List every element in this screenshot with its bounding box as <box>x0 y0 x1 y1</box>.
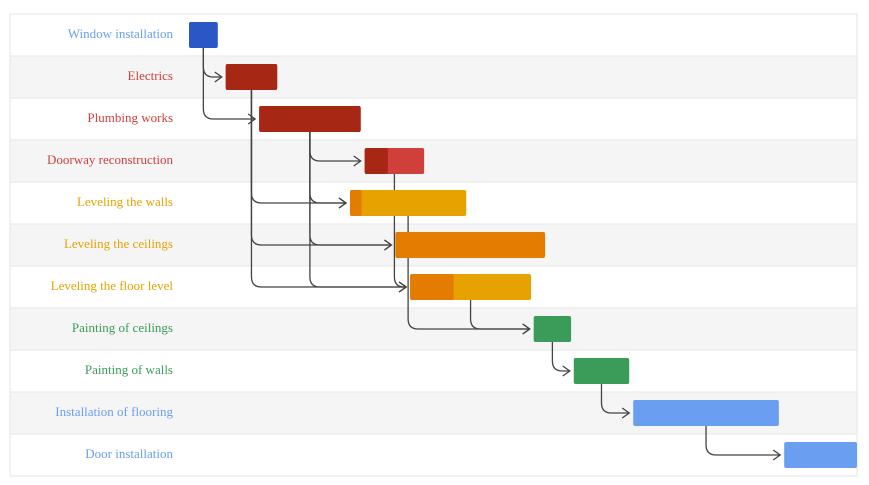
row-background <box>9 139 858 183</box>
arrow-head <box>772 449 782 461</box>
task-label: Leveling the walls <box>77 194 173 209</box>
task-label: Doorway reconstruction <box>47 152 173 167</box>
dependency-arrow <box>393 174 407 288</box>
task-label: Installation of flooring <box>55 404 173 419</box>
progress-bar <box>410 274 454 300</box>
arrow-head <box>562 365 571 377</box>
progress-bar <box>189 22 218 48</box>
dependency-arrow <box>309 132 407 288</box>
arrow-head <box>214 71 223 83</box>
task-bar <box>533 316 572 342</box>
row-background <box>9 97 858 141</box>
dependency-arrow <box>407 216 530 330</box>
task-bar <box>633 400 779 426</box>
task-bar <box>784 442 857 468</box>
arrow-head <box>384 239 393 251</box>
row-background <box>9 13 858 57</box>
task-label: Electrics <box>128 68 173 83</box>
arrow-head <box>353 155 362 167</box>
task-label: Plumbing works <box>87 110 173 125</box>
task-label: Leveling the ceilings <box>64 236 173 251</box>
progress-bar <box>349 190 362 216</box>
task-bar <box>349 190 467 216</box>
arrow-head <box>522 323 531 335</box>
row-background <box>9 307 858 351</box>
progress-bar <box>364 148 388 174</box>
progress-bar <box>225 64 278 90</box>
dependency-arrow <box>705 426 781 456</box>
dependency-arrow <box>551 342 570 372</box>
task-bar <box>573 358 630 384</box>
task-label: Painting of walls <box>85 362 173 377</box>
dependency-arrow <box>469 300 530 330</box>
arrow-head <box>338 197 348 209</box>
dependency-arrow <box>250 90 407 288</box>
arrow-head <box>398 281 408 293</box>
arrow-head <box>621 407 631 419</box>
dependency-arrow <box>600 384 630 414</box>
row-background <box>9 55 858 99</box>
arrow-head <box>247 113 257 125</box>
dependency-arrow <box>202 48 256 120</box>
task-label: Painting of ceilings <box>72 320 173 335</box>
task-label: Window installation <box>68 26 174 41</box>
progress-bar <box>395 232 546 258</box>
task-label: Door installation <box>85 446 173 461</box>
task-label: Leveling the floor level <box>51 278 174 293</box>
progress-bar <box>259 106 361 132</box>
